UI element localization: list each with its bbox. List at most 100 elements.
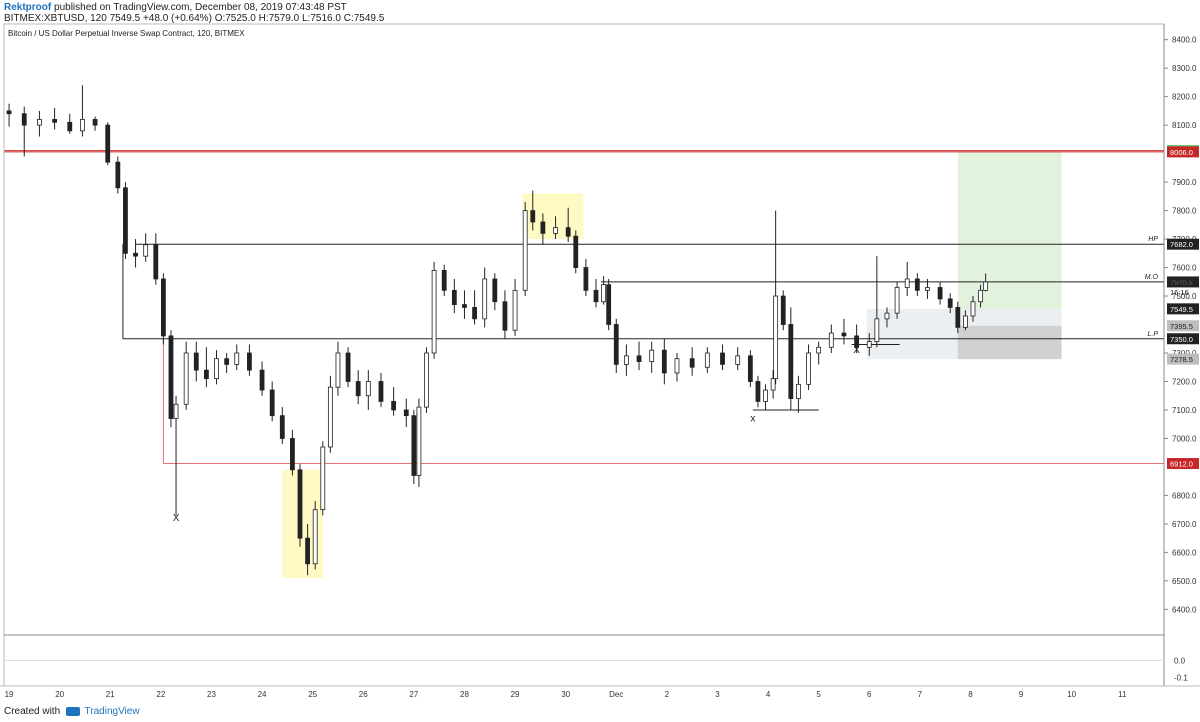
candle-body	[806, 352, 811, 385]
candle-body	[583, 267, 589, 291]
candle-body	[796, 383, 801, 399]
x-tick-label: 20	[55, 690, 64, 699]
candle-body	[502, 301, 508, 331]
author-link[interactable]: Rektproof	[4, 2, 52, 13]
price-label: 6912.0	[1170, 460, 1193, 469]
price-label-box	[1167, 320, 1199, 332]
indicator-pane: 0.0 -0.1	[4, 657, 1188, 683]
current-price-label: 7549.5	[1170, 305, 1193, 314]
candle-body	[770, 378, 776, 391]
candle-body	[378, 381, 384, 402]
price-label-box	[1167, 458, 1199, 470]
open-label: O:	[214, 13, 226, 24]
candle-body	[472, 307, 477, 320]
y-tick-label: 6700.0	[1172, 520, 1197, 529]
candle-body	[593, 289, 599, 303]
hand-mark: x	[750, 413, 755, 424]
symbol-label: BITMEX:XBTUSD, 120	[4, 13, 107, 24]
x-tick-label: 21	[106, 690, 115, 699]
candle-body	[279, 415, 285, 439]
candle-body	[424, 352, 429, 408]
candle-body	[193, 352, 199, 371]
close-label: C:	[343, 13, 354, 24]
candle-body	[335, 352, 341, 388]
candle-body	[345, 352, 351, 382]
candle-body	[355, 381, 361, 397]
hand-marks: Xx X	[173, 345, 861, 524]
x-tick-label: 3	[715, 690, 720, 699]
candle-body	[522, 210, 528, 291]
x-tick-label: 24	[258, 690, 267, 699]
price-label: 7278.5	[1170, 355, 1193, 364]
indicator-tick-label: -0.1	[1174, 674, 1188, 683]
candle-body	[947, 298, 953, 308]
candle-body	[773, 295, 779, 380]
price-label-box	[1167, 146, 1199, 158]
candle-body	[914, 278, 920, 291]
candle-body	[143, 244, 149, 257]
price-label: 7549.5	[1170, 278, 1193, 287]
high-label: H:	[258, 13, 269, 24]
y-tick-label: 8200.0	[1172, 93, 1197, 102]
candle-body	[168, 335, 174, 419]
time-axis: 19 20 21 22 23 24 25 26 27 28 29 30 Dec 2 3 4 5 6 7 8 9 10 11	[0, 685, 1200, 699]
x-tick-label: Dec	[609, 690, 623, 699]
y-tick-label: 8100.0	[1172, 121, 1197, 130]
y-tick-label: 7800.0	[1172, 207, 1197, 216]
candle-body	[416, 406, 422, 476]
candle-body	[115, 161, 121, 189]
candle-body	[92, 119, 98, 126]
candle-body	[512, 289, 518, 331]
x-tick-label: 7	[918, 690, 923, 699]
candle-body	[636, 355, 642, 362]
candle-body	[403, 409, 409, 417]
candle-body	[462, 304, 467, 308]
price-label: 7350.0	[1170, 335, 1193, 344]
candle-body	[788, 324, 794, 399]
candle-body	[259, 369, 265, 391]
candle-body	[565, 227, 571, 237]
x-tick-label: 10	[1067, 690, 1076, 699]
candle-body	[780, 295, 786, 325]
candle-body	[978, 289, 983, 303]
candle-body	[153, 244, 159, 280]
publish-text: published on TradingView.com, December 0…	[54, 2, 347, 13]
price-label-box	[1167, 276, 1199, 288]
candle-body	[67, 121, 73, 132]
current-price-box	[1167, 303, 1199, 315]
x-tick-label: 5	[816, 690, 821, 699]
candle-body	[674, 358, 680, 374]
candle-body	[874, 318, 880, 343]
level-tag: L.P	[1147, 331, 1158, 338]
candle-body	[224, 358, 230, 365]
candle-body	[661, 349, 667, 374]
candle-body	[955, 307, 961, 328]
candle-body	[411, 415, 417, 476]
y-tick-label: 7900.0	[1172, 178, 1197, 187]
indicator-tick-label: 0.0	[1174, 657, 1186, 666]
candle-body	[735, 355, 741, 365]
candle-body	[37, 119, 42, 126]
open-value: 7525.0	[225, 13, 256, 24]
candle-body	[925, 287, 930, 291]
candle-body	[649, 349, 655, 362]
candle-body	[816, 346, 822, 354]
low-value: 7516.0	[310, 13, 341, 24]
candle-body	[21, 113, 27, 126]
candle-body	[431, 269, 437, 354]
x-tick-label: 11	[1118, 690, 1127, 699]
candle-body	[441, 269, 447, 291]
close-value: 7549.5	[353, 13, 385, 24]
high-value: 7579.0	[268, 13, 300, 24]
y-tick-label: 6800.0	[1172, 491, 1197, 500]
footer: Created with TradingView	[4, 706, 140, 717]
created-with-text: Created with	[4, 706, 61, 717]
last-price: 7549.5	[109, 13, 141, 24]
candle-body	[854, 335, 860, 348]
candle-body	[606, 284, 612, 325]
candle-body	[290, 438, 295, 471]
x-tick-label: 25	[308, 690, 317, 699]
tradingview-brand[interactable]: TradingView	[84, 706, 140, 717]
candles	[6, 85, 989, 576]
